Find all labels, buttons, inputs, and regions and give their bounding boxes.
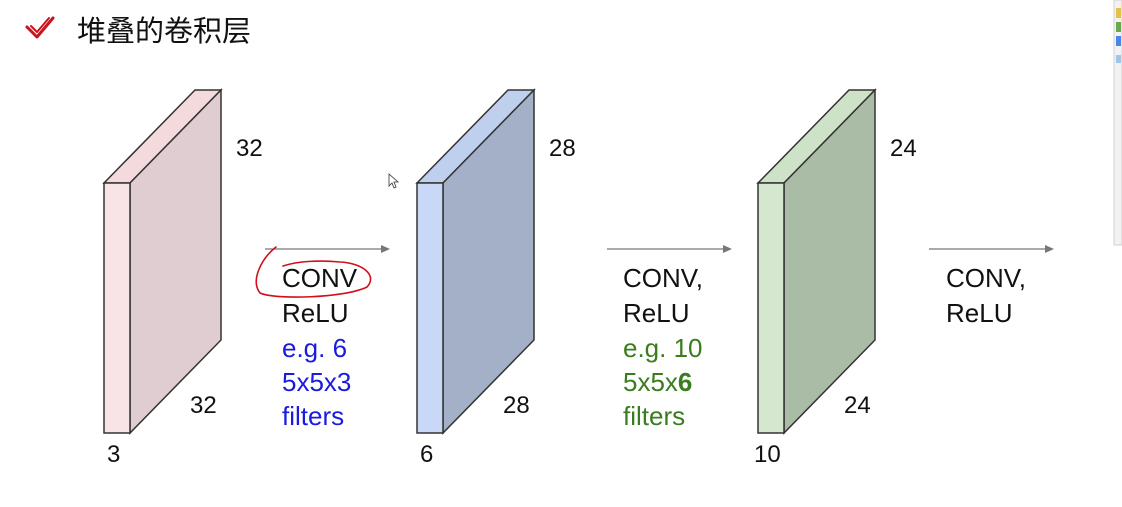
arrow-2 — [607, 245, 732, 253]
volume-conv2-depth: 10 — [754, 441, 781, 468]
op-2-relu: ReLU — [623, 298, 689, 328]
op-3-conv: CONV, — [946, 263, 1026, 293]
page-title: 堆叠的卷积层 — [77, 14, 251, 48]
volume-input-width: 32 — [236, 135, 263, 162]
side-toolbar-fragment[interactable] — [1113, 0, 1122, 246]
volume-conv1-width: 28 — [549, 135, 576, 162]
volume-input: 32 32 3 — [102, 88, 263, 468]
volume-conv1-depth: 6 — [420, 441, 433, 468]
op-3-relu: ReLU — [946, 298, 1012, 328]
mouse-cursor-icon — [388, 173, 400, 189]
op-2-filters: filters — [623, 401, 685, 431]
op-1: CONV ReLU e.g. 6 5x5x3 filters — [255, 246, 372, 431]
title-row: 堆叠的卷积层 — [25, 14, 251, 48]
volume-conv2: 24 24 10 — [754, 88, 917, 468]
volume-conv2-height: 24 — [844, 392, 871, 419]
op-1-relu: ReLU — [282, 298, 348, 328]
arrow-3 — [929, 245, 1054, 253]
op-1-conv: CONV — [282, 263, 358, 293]
check-icon — [25, 16, 55, 39]
op-3: CONV, ReLU — [946, 263, 1026, 328]
volume-conv1-front — [416, 182, 444, 434]
handwritten-circle-annotation — [255, 246, 372, 298]
op-2-conv: CONV, — [623, 263, 703, 293]
op-2: CONV, ReLU e.g. 10 5x5x6 filters — [623, 263, 703, 431]
op-2-example: e.g. 10 — [623, 333, 703, 363]
op-1-filter-size: 5x5x3 — [282, 367, 351, 397]
op-1-example: e.g. 6 — [282, 333, 347, 363]
volume-conv2-width: 24 — [890, 135, 917, 162]
arrow-1 — [265, 245, 390, 253]
volume-conv1: 28 28 6 — [415, 88, 576, 468]
volume-input-height: 32 — [190, 392, 217, 419]
op-1-filters: filters — [282, 401, 344, 431]
volume-conv1-height: 28 — [503, 392, 530, 419]
volume-input-front — [103, 182, 131, 434]
check-icon-inner — [30, 17, 50, 33]
volume-conv2-front — [757, 182, 785, 434]
volume-input-depth: 3 — [107, 441, 120, 468]
op-2-filter-size: 5x5x6 — [623, 367, 692, 397]
